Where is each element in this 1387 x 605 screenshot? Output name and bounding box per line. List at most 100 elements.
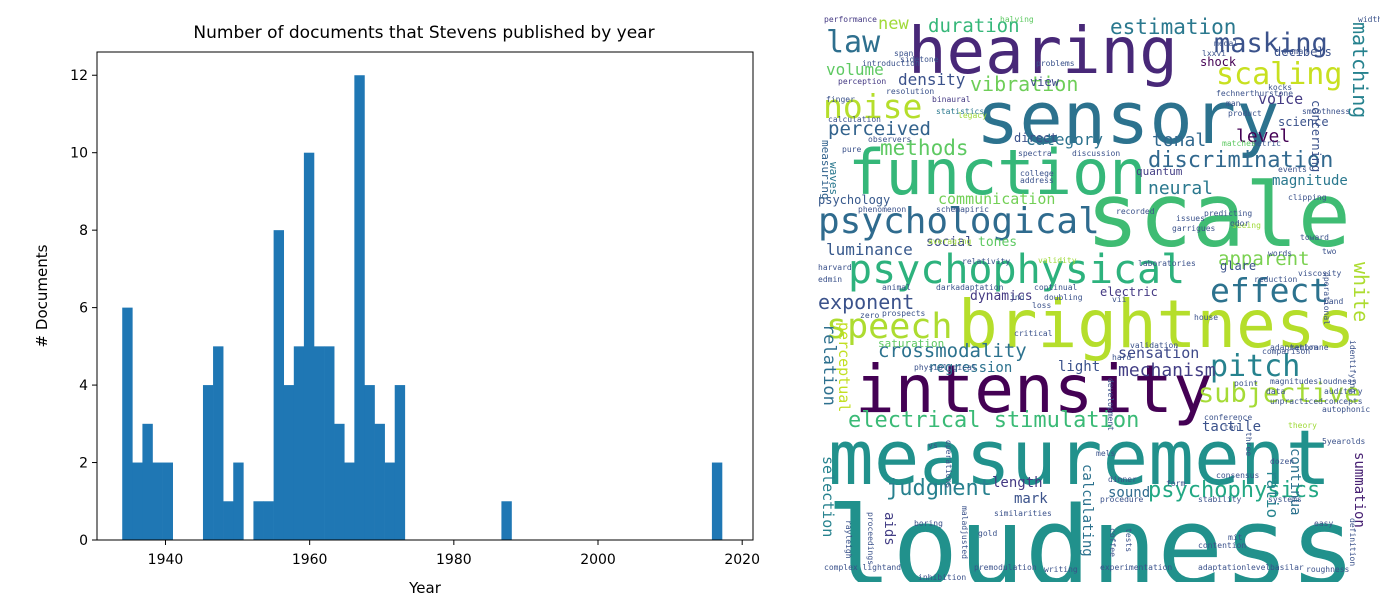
cloud-word-level: level: [1236, 126, 1291, 147]
cloud-word-view: view: [1030, 75, 1059, 89]
cloud-word-resolution: resolution: [886, 87, 935, 96]
cloud-word-two: two: [1322, 247, 1337, 256]
cloud-word-crossmodality: crossmodality: [878, 340, 1027, 362]
cloud-word-function: function: [848, 136, 1147, 209]
chart-title: Number of documents that Stevens publish…: [193, 23, 654, 43]
cloud-word-methods: methods: [880, 136, 969, 160]
cloud-word-luminance: luminance: [826, 240, 913, 259]
cloud-word-relativity: relativity: [962, 257, 1011, 266]
cloud-word-zero: zero: [860, 311, 880, 320]
cloud-word-definition: definition: [1348, 518, 1357, 567]
cloud-word-light: light: [1058, 359, 1101, 375]
cloud-word-membrane: membrane: [1290, 343, 1329, 352]
cloud-word-loss: loss: [1032, 301, 1052, 310]
cloud-word-measurement: measurement: [828, 413, 1332, 502]
cloud-word-new: new: [878, 14, 909, 34]
cloud-word-selection: selection: [819, 456, 837, 538]
y-axis: 0 2 4 6 8 10 12: [70, 68, 97, 549]
cloud-word-reduction: reduction: [1254, 275, 1298, 284]
cloud-word-adaptation: adaptation: [1270, 343, 1319, 352]
cloud-word-boring: boring: [914, 519, 943, 528]
cloud-word-inhibition: inhibition: [918, 573, 967, 582]
cloud-word-vibration: vibration: [970, 72, 1079, 96]
cloud-word-category: category: [1026, 130, 1104, 149]
cloud-word-contention: contention: [1198, 541, 1247, 550]
cloud-word-scaling: scaling: [1216, 57, 1343, 92]
bar-15: [313, 346, 325, 540]
cloud-word-tonal: tonal: [1152, 130, 1207, 151]
cloud-word-psychological: psychological: [818, 201, 1100, 242]
cloud-word-spectra: spectra: [1018, 149, 1052, 158]
bar-16: [324, 346, 335, 540]
cloud-word-validation: validation: [1130, 341, 1179, 350]
cloud-word-subjective: subjective: [1198, 378, 1361, 409]
x-tick-label-4: 2020: [724, 552, 760, 568]
y-tick-label-1: 2: [79, 456, 88, 472]
cloud-word-law: law: [826, 25, 881, 60]
cloud-word-quantum: quantum: [1136, 165, 1183, 178]
cloud-word-shock: shock: [1200, 55, 1237, 69]
cloud-word-matches: matches: [1222, 139, 1256, 148]
cloud-word-problems: problems: [1036, 59, 1075, 68]
cloud-word-pure: pure: [842, 145, 862, 154]
cloud-word-brightness: brightness: [958, 286, 1356, 363]
cloud-word-5yearolds: 5yearolds: [1322, 437, 1366, 446]
cloud-word-easy: easy: [1314, 519, 1334, 528]
cloud-word-coffee: coffee: [1108, 528, 1117, 557]
x-tick-label-0: 1940: [148, 552, 184, 568]
cloud-word-sensation: sensation: [1118, 344, 1200, 362]
bar-14: [303, 152, 315, 540]
y-tick-label-6: 12: [70, 68, 88, 84]
cloud-word-effect: effect: [1210, 271, 1330, 310]
cloud-word-roughness: roughness: [1306, 565, 1350, 574]
bar-2: [142, 423, 153, 540]
y-tick-label-0: 0: [79, 533, 88, 549]
y-tick-label-2: 4: [79, 378, 88, 394]
cloud-word-jnd: jnd: [1010, 293, 1025, 302]
cloud-word-harvard: harvard: [818, 263, 852, 272]
cloud-word-validity: validity: [1038, 256, 1077, 265]
cloud-word-finger: finger: [826, 95, 855, 104]
cloud-word-tactile: tactile: [1202, 419, 1262, 435]
bar-19: [354, 75, 365, 540]
cloud-word-human: human: [1284, 47, 1309, 56]
cloud-word-prospects: prospects: [882, 309, 926, 318]
cloud-word-halving: halving: [1000, 15, 1034, 24]
cloud-word-direct: direct: [1014, 131, 1058, 145]
cloud-word-proceedings: proceedings: [866, 512, 875, 565]
cloud-word-theory: theory: [1288, 421, 1317, 430]
cloud-word-stability: stability: [1198, 495, 1242, 504]
cloud-word-similarities: similarities: [994, 509, 1052, 518]
cloud-word-tests: tests: [1124, 528, 1133, 553]
cloud-word-doubling: doubling: [1044, 293, 1083, 302]
cloud-word-kocks: kocks: [1268, 83, 1293, 92]
cloud-word-regression: regression: [928, 360, 1013, 376]
bar-24: [501, 501, 512, 540]
cloud-word-loudness: loudness: [826, 483, 1356, 582]
cloud-word-communication: communication: [938, 190, 1056, 208]
cloud-word-mit: mit: [1228, 533, 1243, 542]
cloud-word-basilar: basilar: [1270, 563, 1304, 572]
cloud-word-aids: aids: [881, 512, 897, 546]
cloud-word-auditory: auditory: [1324, 387, 1363, 396]
cloud-word-critical: critical: [1014, 329, 1053, 338]
cloud-word-social: social: [926, 235, 973, 250]
cloud-word-perceptual: perceptual: [835, 322, 853, 413]
cloud-word-predicting: predicting: [1204, 209, 1253, 218]
cloud-word-volume: volume: [826, 60, 884, 79]
cloud-word-judgment: judgment: [886, 476, 992, 501]
cloud-word-mels: mels: [1096, 449, 1116, 458]
cloud-word-binaural: binaural: [932, 95, 971, 104]
bar-13: [293, 346, 305, 540]
cloud-word-psychology: psychology: [818, 193, 891, 207]
cloud-word-house: house: [1194, 313, 1219, 322]
bar-10: [263, 501, 274, 540]
cloud-word-psychophysical: psychophysical: [848, 247, 1186, 293]
cloud-word-man: man: [1226, 99, 1241, 108]
cloud-word-complex-lightand: complex lightand: [824, 563, 902, 572]
y-tick-label-4: 8: [79, 223, 88, 239]
bar-1: [132, 462, 143, 540]
cloud-word-summation: summation: [1351, 452, 1367, 528]
bar-17: [334, 423, 345, 540]
cloud-word-dynamics: dynamics: [970, 289, 1033, 304]
